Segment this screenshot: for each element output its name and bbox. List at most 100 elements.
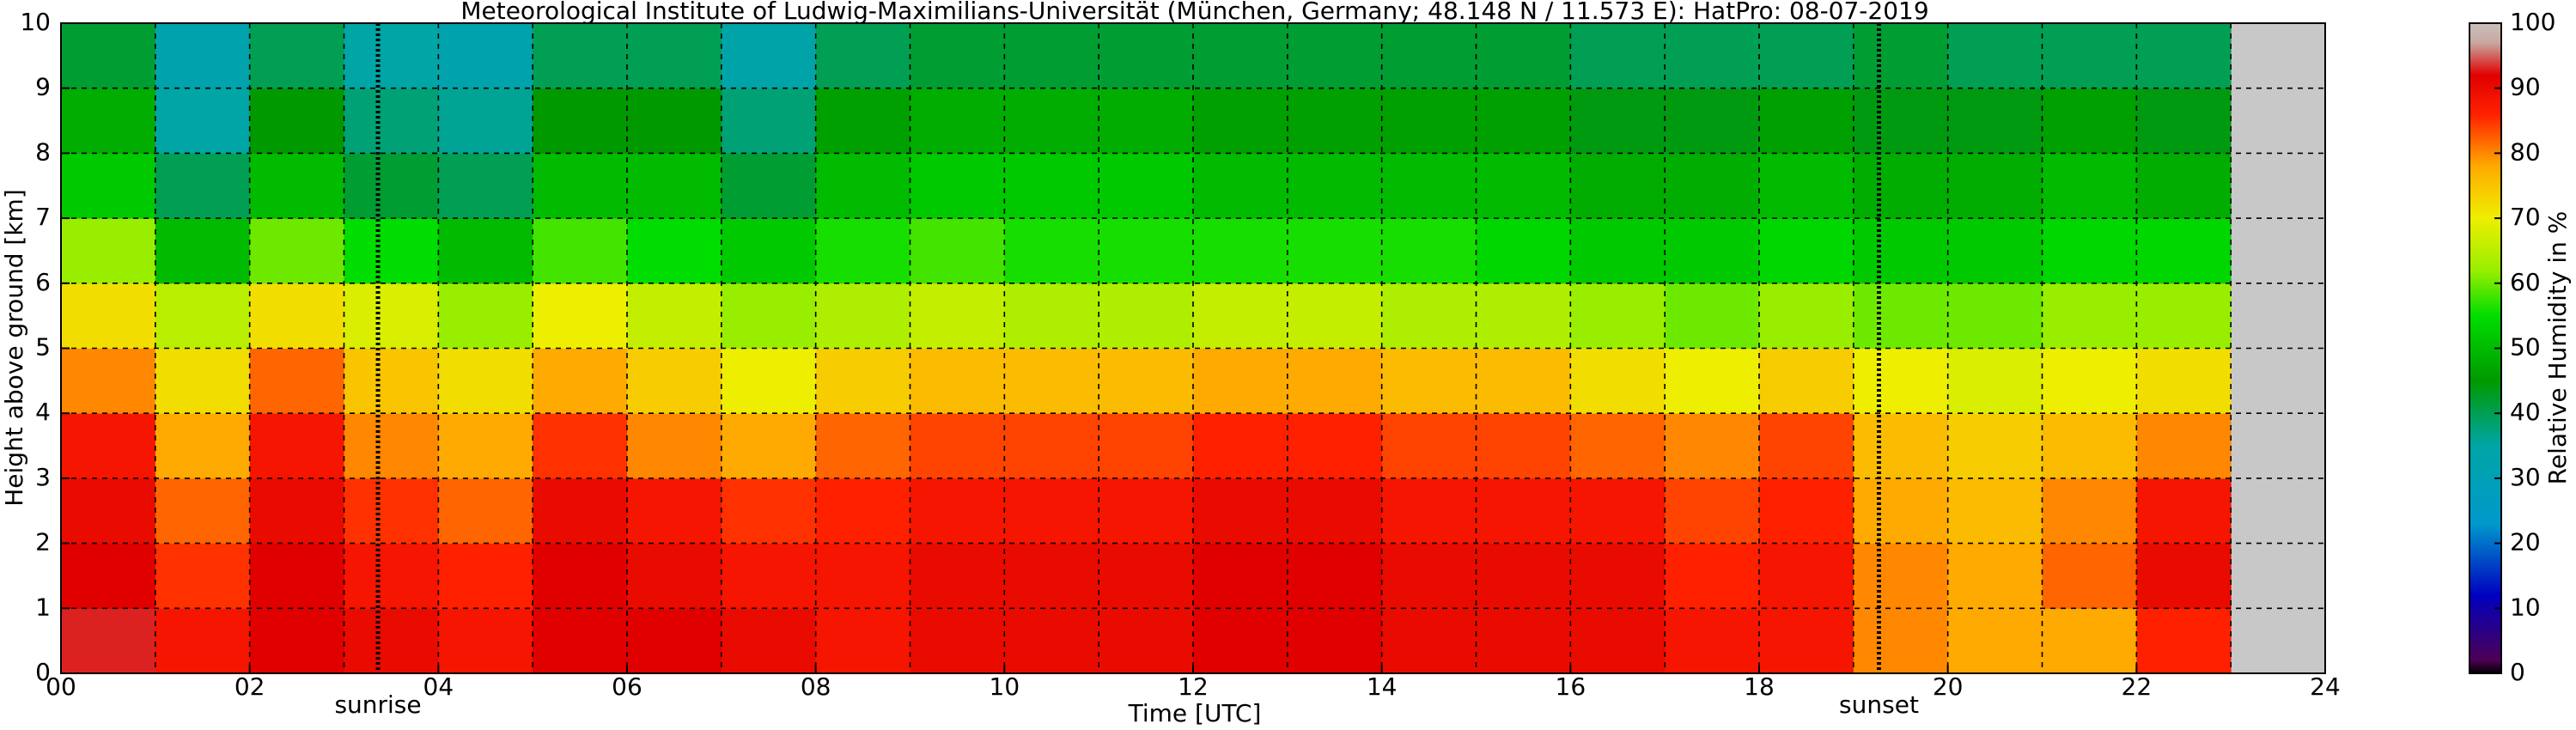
heatmap-cell [721,348,817,414]
heatmap [61,23,2232,674]
heatmap-cell [1193,153,1288,219]
heatmap-cell [1947,153,2043,219]
heatmap-cell [815,348,910,414]
y-tick-label: 8 [35,137,51,166]
heatmap-cell [1004,218,1099,284]
heatmap-cell [1759,543,1854,609]
heatmap-cell [1665,283,1760,349]
heatmap-cell [438,23,533,89]
heatmap-cell [1287,283,1383,349]
heatmap-cell [627,478,722,544]
heatmap-cell [1853,283,1949,349]
heatmap-cell [1476,88,1571,154]
heatmap-cell [1947,23,2043,89]
heatmap-cell [1853,413,1949,479]
x-tick-label: 08 [801,672,831,701]
heatmap-cell [61,153,156,219]
heatmap-cell [1570,348,1666,414]
heatmap-cell [344,608,439,674]
heatmap-cell [155,543,251,609]
heatmap-cell [155,348,251,414]
heatmap-cell [533,413,628,479]
heatmap-cell [2136,23,2232,89]
heatmap-cell [249,543,344,609]
heatmap-cell [2136,88,2232,154]
heatmap-cell [1476,23,1571,89]
heatmap-cell [627,283,722,349]
heatmap-cell [1099,348,1194,414]
x-tick-label: 12 [1178,672,1209,701]
heatmap-cell [1853,608,1949,674]
heatmap-cell [2136,218,2232,284]
colorbar-tick-label: 100 [2510,8,2555,36]
y-axis-label: Height above ground [km] [0,189,28,507]
colorbar-tick-label: 60 [2510,268,2541,296]
heatmap-cell [1853,218,1949,284]
heatmap-cell [249,218,344,284]
heatmap-cell [1099,608,1194,674]
colorbar-tick-label: 20 [2510,528,2541,557]
heatmap-cell [1287,478,1383,544]
y-tick-label: 3 [35,463,51,491]
heatmap-cell [249,348,344,414]
heatmap-cell [2042,543,2137,609]
heatmap-cell [1287,608,1383,674]
heatmap-cell [344,478,439,544]
heatmap-cell [721,608,817,674]
heatmap-cell [910,23,1005,89]
heatmap-cell [344,153,439,219]
heatmap-cell [815,218,910,284]
heatmap-cell [438,153,533,219]
heatmap-cell [1193,608,1288,674]
heatmap-cell [627,218,722,284]
heatmap-cell [1570,608,1666,674]
heatmap-cell [721,283,817,349]
heatmap-cell [1193,543,1288,609]
heatmap-cell [1665,88,1760,154]
heatmap-cell [627,153,722,219]
heatmap-cell [1287,88,1383,154]
heatmap-cell [1004,153,1099,219]
heatmap-cell [438,218,533,284]
heatmap-cell [910,283,1005,349]
heatmap-cell [155,88,251,154]
heatmap-cell [1287,23,1383,89]
heatmap-cell [533,218,628,284]
heatmap-cell [910,153,1005,219]
colorbar-tick-label: 40 [2510,398,2541,426]
heatmap-cell [910,88,1005,154]
heatmap-cell [1099,23,1194,89]
heatmap-cell [61,88,156,154]
heatmap-cell [249,23,344,89]
heatmap-cell [61,608,156,674]
heatmap-cell [1570,88,1666,154]
heatmap-cell [1759,348,1854,414]
x-tick-label: 10 [990,672,1020,701]
heatmap-cell [1193,283,1288,349]
heatmap-cell [815,153,910,219]
heatmap-cell [815,413,910,479]
heatmap-cell [533,608,628,674]
heatmap-cell [1381,218,1477,284]
heatmap-cell [1287,543,1383,609]
heatmap-cell [2042,23,2137,89]
heatmap-cell [61,283,156,349]
heatmap-cell [438,283,533,349]
heatmap-cell [155,283,251,349]
heatmap-cell [1193,218,1288,284]
heatmap-cell [1759,88,1854,154]
x-tick-label: 06 [612,672,642,701]
heatmap-cell [1004,283,1099,349]
annotation-label: sunset [1839,690,1919,719]
heatmap-cell [1665,543,1760,609]
heatmap-cell [1759,218,1854,284]
heatmap-cell [1759,478,1854,544]
heatmap-cell [1759,608,1854,674]
heatmap-cell [1759,153,1854,219]
heatmap-cell [533,88,628,154]
colorbar-tick-label: 30 [2510,463,2541,491]
heatmap-cell [1381,413,1477,479]
heatmap-cell [1947,608,2043,674]
heatmap-cell [61,23,156,89]
